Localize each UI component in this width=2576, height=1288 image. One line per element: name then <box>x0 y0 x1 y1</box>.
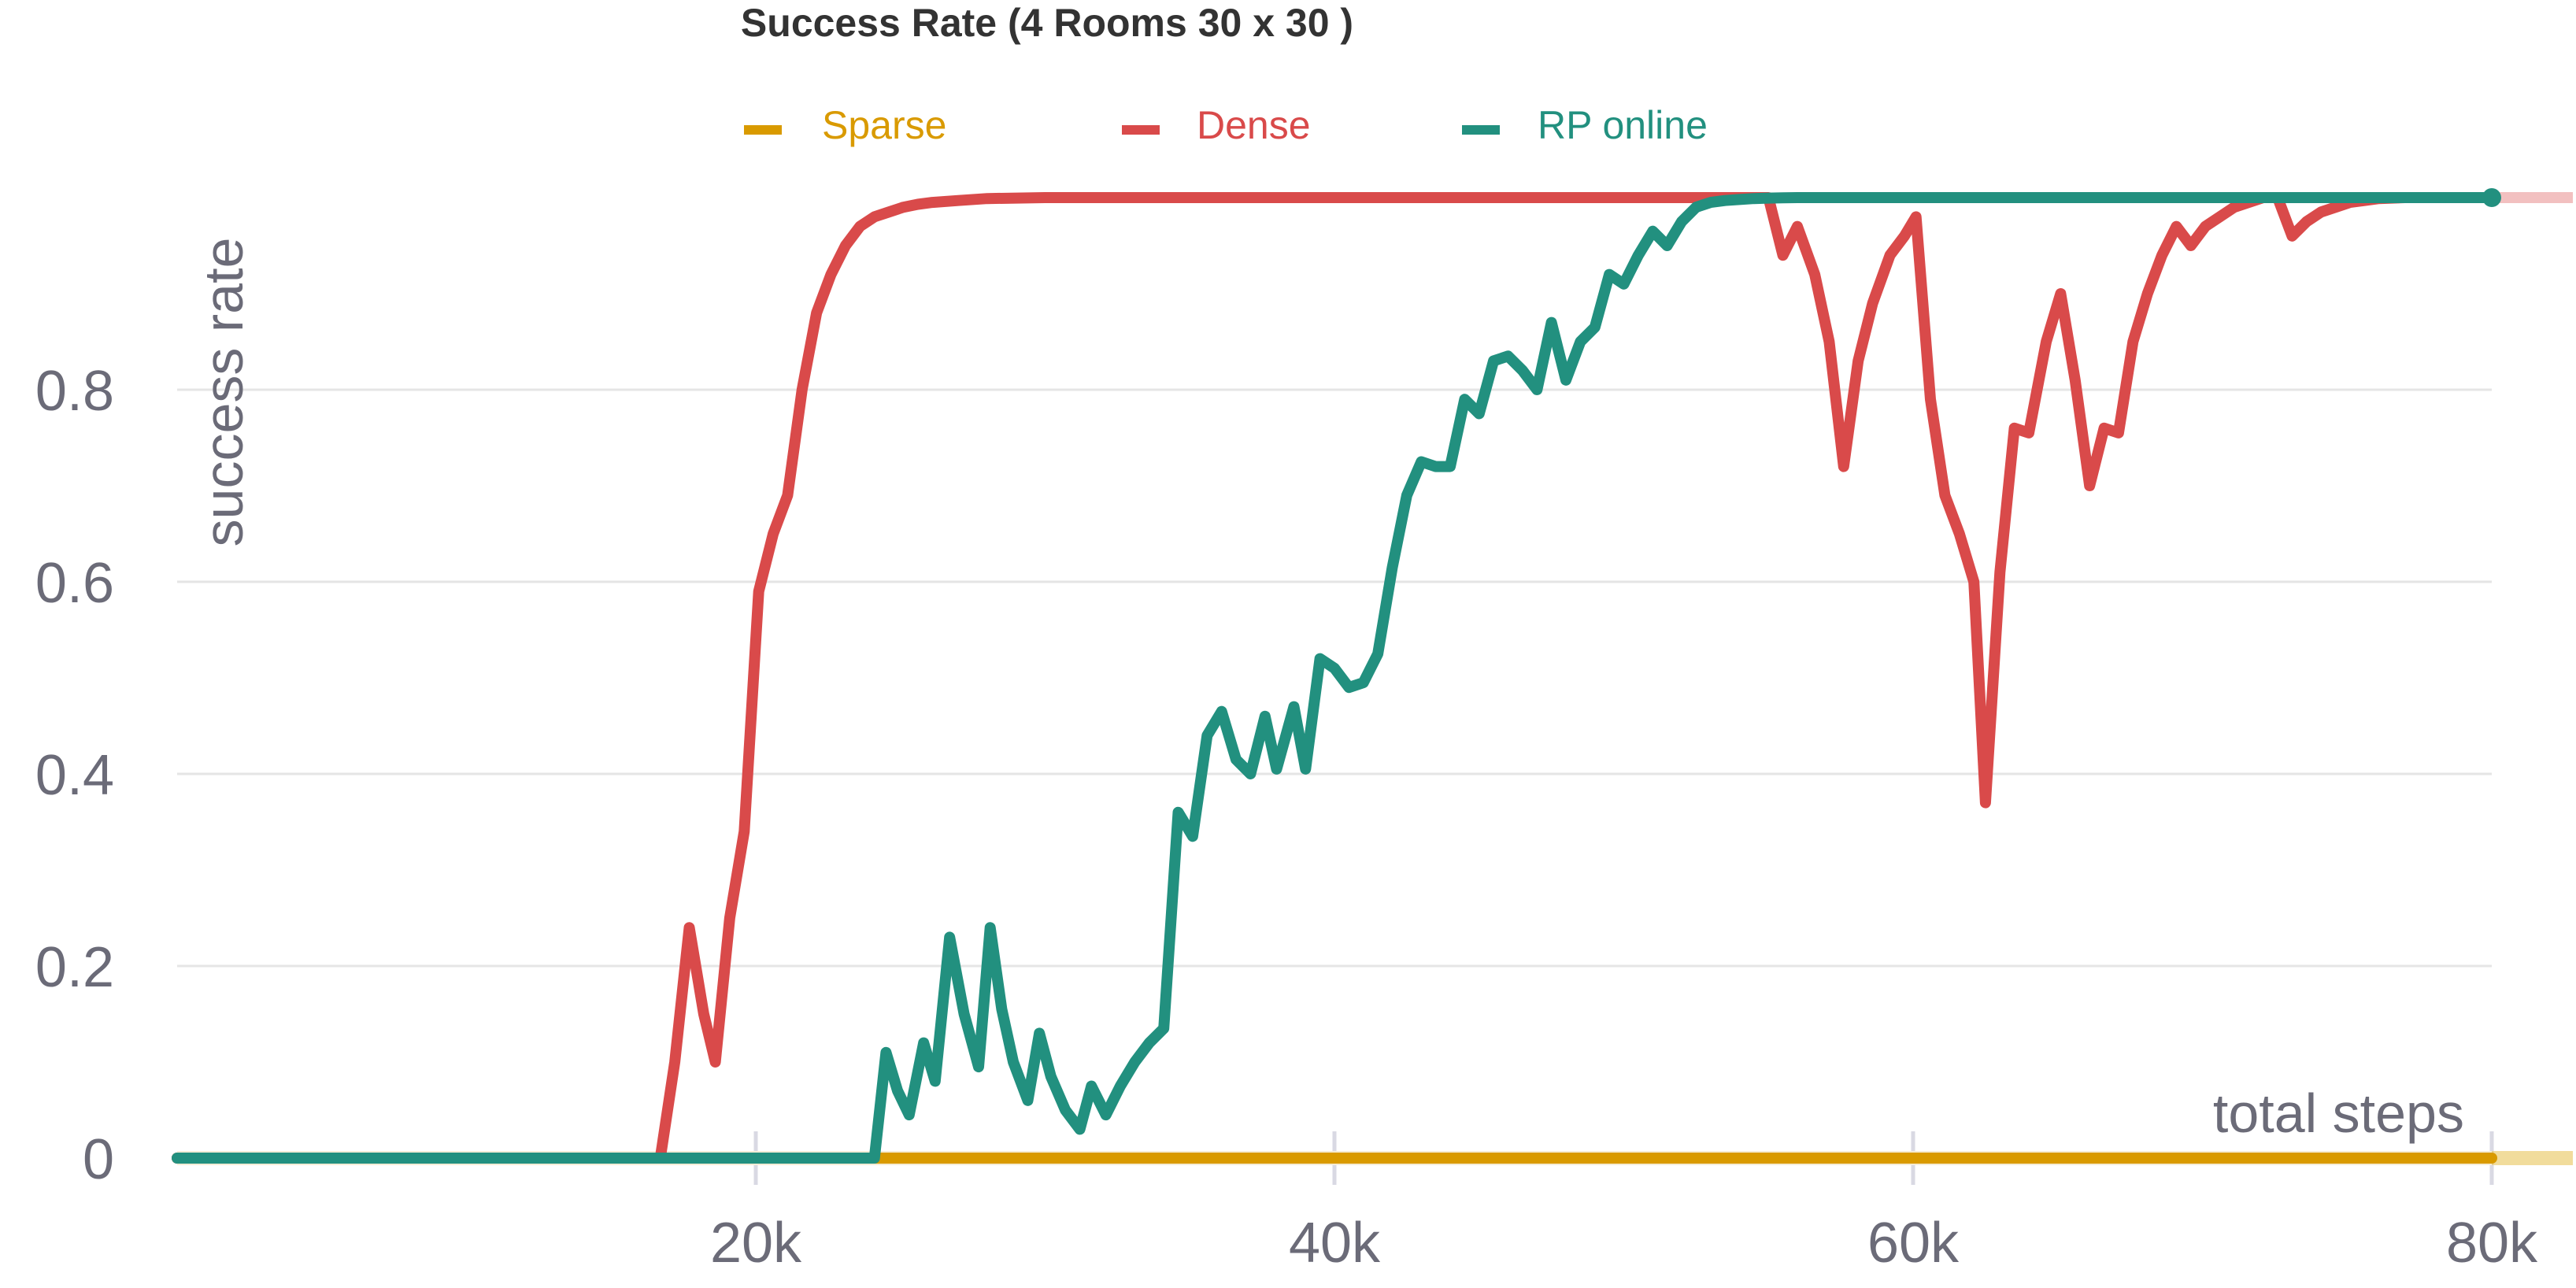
y-axis-label: success rate <box>193 238 254 547</box>
series-group <box>172 188 2501 1164</box>
x-axis-ticks: 20k 40k 60k 80k <box>710 1131 2538 1275</box>
series-line-dense <box>172 192 2497 1164</box>
legend: Sparse Dense RP online <box>744 103 1708 147</box>
y-axis-ticks: 0 0.2 0.4 0.6 0.8 <box>35 360 114 1191</box>
y-tick-label: 0 <box>83 1128 114 1191</box>
chart-title: Success Rate (4 Rooms 30 x 30 ) <box>741 1 1353 45</box>
y-tick-label: 0.2 <box>35 936 114 999</box>
legend-label-sparse: Sparse <box>822 103 946 147</box>
series-endpoint-marker <box>2482 188 2501 207</box>
y-tick-label: 0.4 <box>35 744 114 807</box>
legend-label-rp-online: RP online <box>1538 103 1708 147</box>
y-tick-label: 0.6 <box>35 552 114 615</box>
x-tick-label: 20k <box>710 1212 802 1275</box>
x-tick-label: 40k <box>1289 1212 1381 1275</box>
gridlines <box>177 388 2492 968</box>
x-tick-label: 60k <box>1867 1212 1960 1275</box>
x-axis-label: total steps <box>2213 1083 2464 1144</box>
x-tick-label: 80k <box>2446 1212 2538 1275</box>
y-tick-label: 0.8 <box>35 360 114 423</box>
series-line-rp-online <box>172 192 2497 1164</box>
legend-label-dense: Dense <box>1197 103 1311 147</box>
